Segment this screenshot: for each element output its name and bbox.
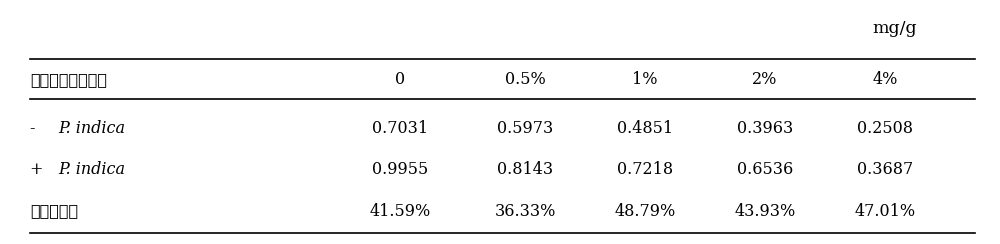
Text: 土壤中石油烃浓度: 土壤中石油烃浓度 [30, 72, 107, 87]
Text: 0.4851: 0.4851 [617, 120, 673, 137]
Text: 41.59%: 41.59% [369, 203, 431, 220]
Text: 1%: 1% [632, 71, 658, 88]
Text: 0: 0 [395, 71, 405, 88]
Text: 4%: 4% [872, 71, 898, 88]
Text: P. indica: P. indica [58, 120, 125, 137]
Text: 0.5973: 0.5973 [497, 120, 553, 137]
Text: 0.7031: 0.7031 [372, 120, 428, 137]
Text: P. indica: P. indica [58, 161, 125, 178]
Text: 比对照提高: 比对照提高 [30, 203, 78, 219]
Text: 0.2508: 0.2508 [857, 120, 913, 137]
Text: 0.8143: 0.8143 [497, 161, 553, 178]
Text: 43.93%: 43.93% [734, 203, 796, 220]
Text: 0.7218: 0.7218 [617, 161, 673, 178]
Text: 0.5%: 0.5% [505, 71, 545, 88]
Text: 48.79%: 48.79% [614, 203, 676, 220]
Text: 2%: 2% [752, 71, 778, 88]
Text: 36.33%: 36.33% [494, 203, 556, 220]
Text: 0.6536: 0.6536 [737, 161, 793, 178]
Text: 47.01%: 47.01% [854, 203, 916, 220]
Text: mg/g: mg/g [873, 20, 917, 37]
Text: -: - [30, 120, 41, 137]
Text: +: + [30, 161, 49, 178]
Text: 0.9955: 0.9955 [372, 161, 428, 178]
Text: 0.3963: 0.3963 [737, 120, 793, 137]
Text: 0.3687: 0.3687 [857, 161, 913, 178]
